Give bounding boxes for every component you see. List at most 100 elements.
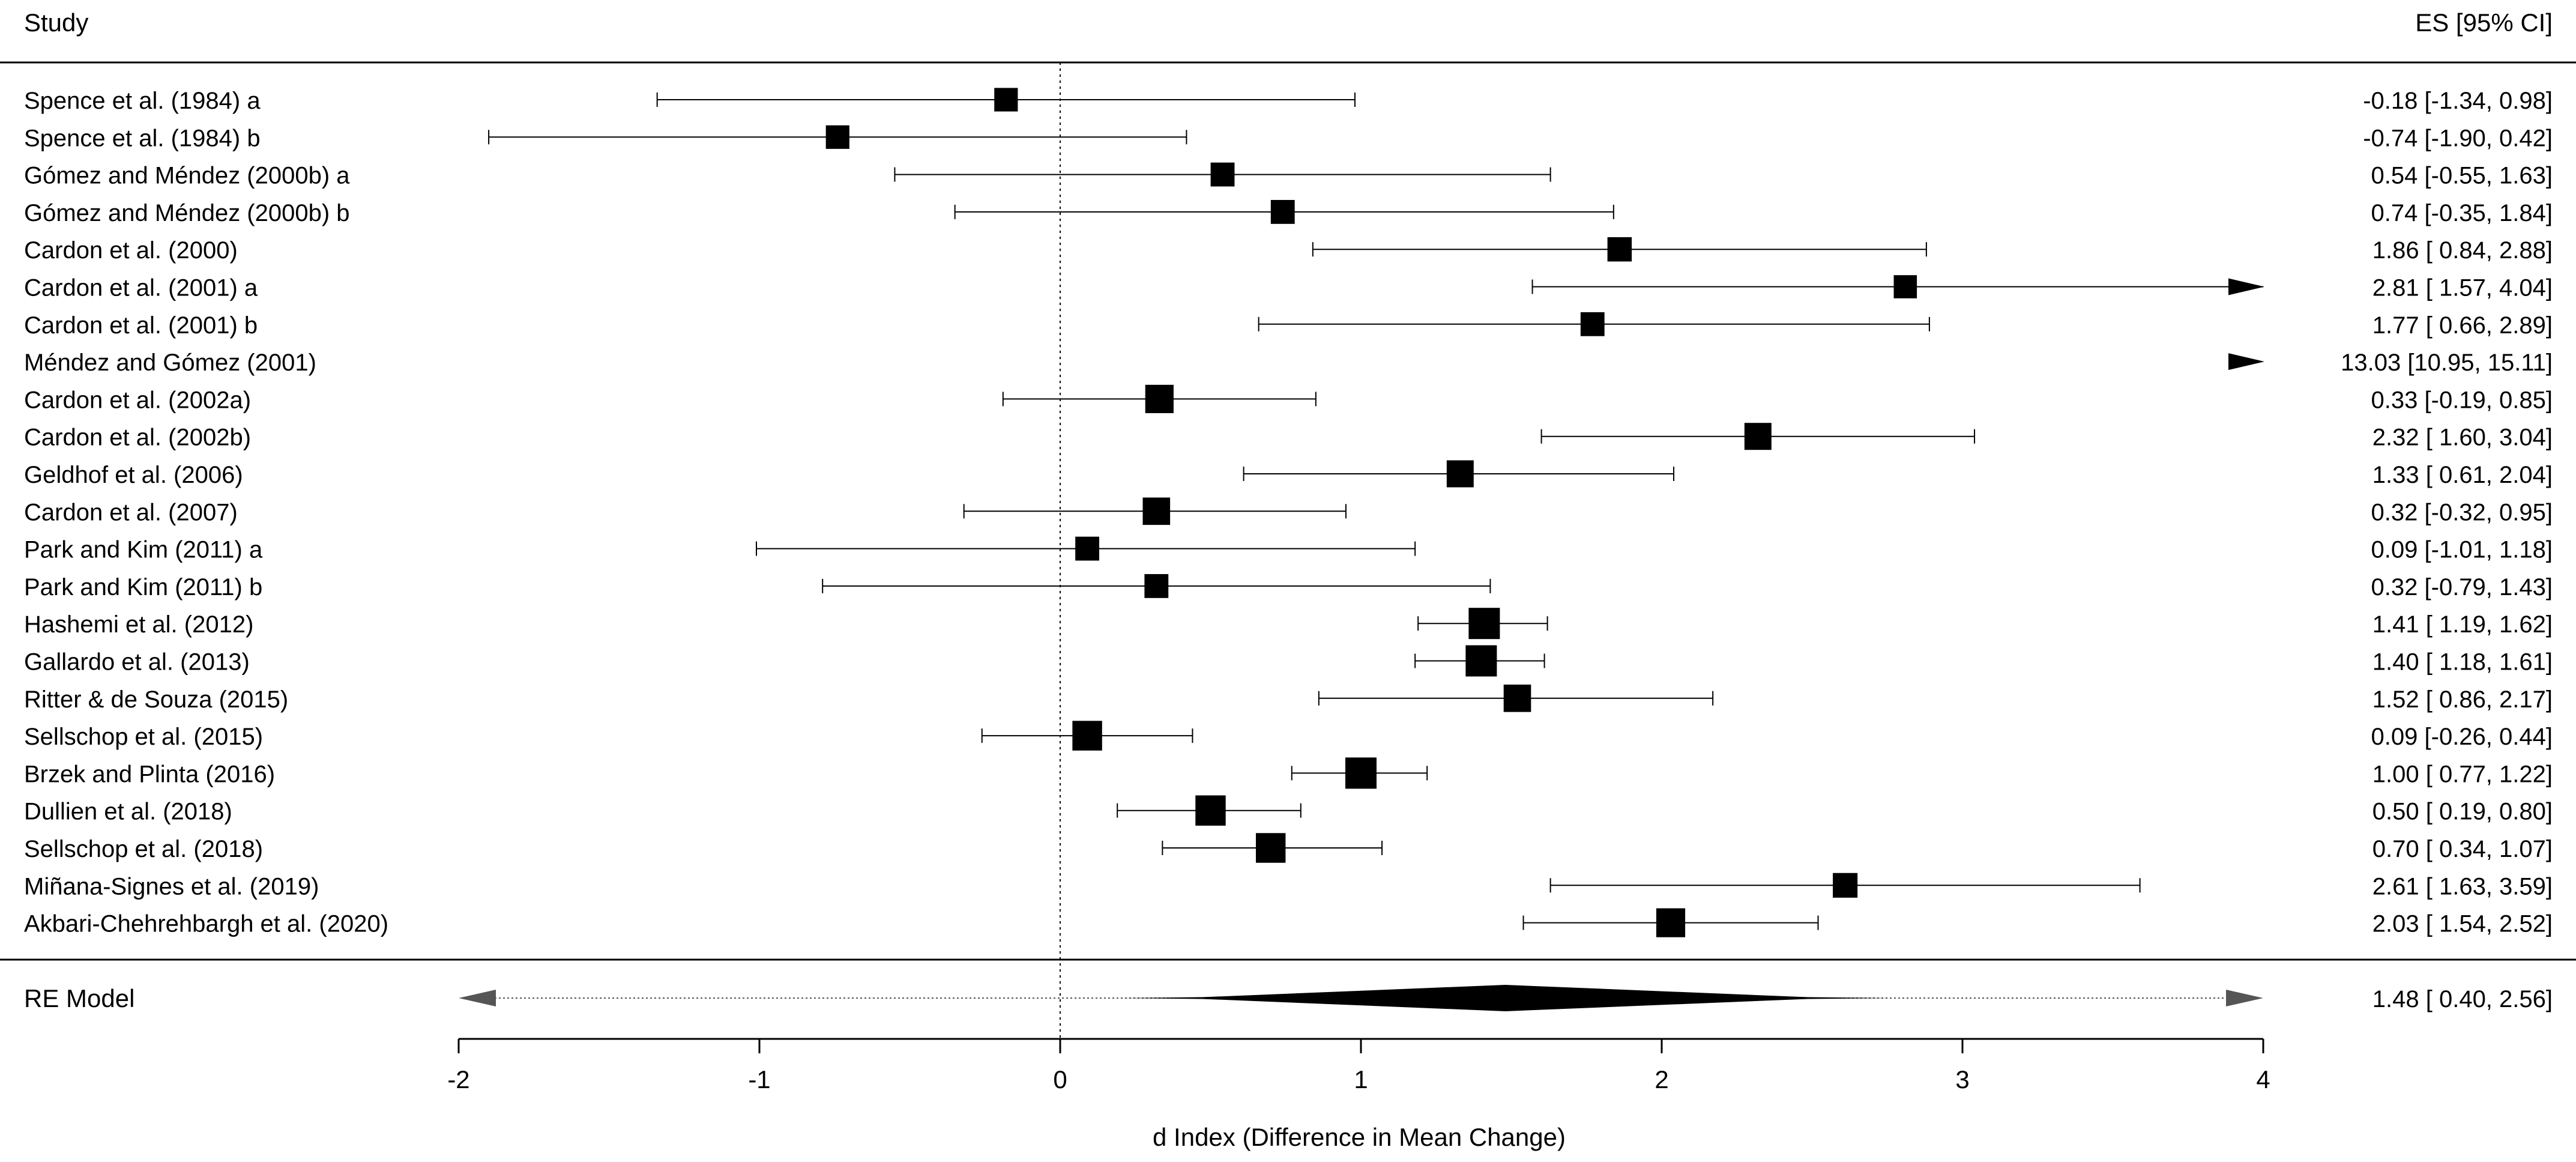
effect-square xyxy=(1503,685,1531,712)
study-es-ci: 1.77 [ 0.66, 2.89] xyxy=(2372,312,2553,339)
study-es-ci: 1.40 [ 1.18, 1.61] xyxy=(2372,649,2553,676)
study-rows: Spence et al. (1984) a -0.18 [-1.34, 0.98… xyxy=(24,88,2553,937)
study-es-ci: 1.86 [ 0.84, 2.88] xyxy=(2372,237,2553,264)
x-tick-label: -1 xyxy=(748,1065,770,1094)
x-tick-label: 0 xyxy=(1053,1065,1067,1094)
study-label: Geldhof et al. (2006) xyxy=(24,462,243,488)
ci-arrow-right xyxy=(2228,353,2264,371)
effect-square xyxy=(1195,795,1226,826)
study-row: Cardon et al. (2002a) 0.33 [-0.19, 0.85] xyxy=(24,384,2553,413)
study-label: Ritter & de Souza (2015) xyxy=(24,686,288,713)
effect-square xyxy=(1255,833,1286,863)
study-row: Spence et al. (1984) a -0.18 [-1.34, 0.98… xyxy=(24,88,2553,114)
study-es-ci: 0.70 [ 0.34, 1.07] xyxy=(2372,836,2553,862)
effect-square xyxy=(1145,384,1174,413)
effect-square xyxy=(1345,757,1377,789)
study-label: Cardon et al. (2000) xyxy=(24,237,238,264)
study-es-ci: 0.33 [-0.19, 0.85] xyxy=(2371,387,2553,413)
study-label: Akbari-Chehrehbargh et al. (2020) xyxy=(24,911,388,937)
study-es-ci: 2.32 [ 1.60, 3.04] xyxy=(2372,425,2553,451)
study-row: Dullien et al. (2018) 0.50 [ 0.19, 0.80] xyxy=(24,795,2553,826)
x-tick-label: 4 xyxy=(2256,1065,2270,1094)
x-tick-label: 2 xyxy=(1654,1065,1668,1094)
study-label: Miñana-Signes et al. (2019) xyxy=(24,873,319,900)
study-label: Dullien et al. (2018) xyxy=(24,799,232,825)
summary-diamond xyxy=(1180,985,1830,1011)
summary-label: RE Model xyxy=(24,984,134,1012)
summary-es-ci: 1.48 [ 0.40, 2.56] xyxy=(2372,986,2553,1012)
study-row: Sellschop et al. (2015) 0.09 [-0.26, 0.44… xyxy=(24,721,2553,751)
effect-square xyxy=(1833,873,1858,898)
x-axis-label: d Index (Difference in Mean Change) xyxy=(1153,1123,1566,1151)
x-axis: -2 -1 0 1 2 3 4 xyxy=(447,1038,2270,1094)
header-study: Study xyxy=(24,8,88,37)
study-label: Sellschop et al. (2018) xyxy=(24,836,263,862)
x-tick-label: 3 xyxy=(1955,1065,1969,1094)
study-es-ci: 2.61 [ 1.63, 3.59] xyxy=(2372,873,2553,900)
effect-square xyxy=(1210,162,1235,187)
effect-square xyxy=(1580,312,1605,336)
study-row: Ritter & de Souza (2015) 1.52 [ 0.86, 2.1… xyxy=(24,685,2553,713)
effect-square xyxy=(1607,237,1632,262)
ci-arrow-right xyxy=(2228,278,2264,295)
effect-square xyxy=(1893,275,1917,298)
study-row: Brzek and Plinta (2016) 1.00 [ 0.77, 1.22… xyxy=(24,757,2553,789)
study-row: Park and Kim (2011) a 0.09 [-1.01, 1.18] xyxy=(24,537,2553,563)
study-es-ci: 13.03 [10.95, 15.11] xyxy=(2341,350,2553,376)
study-label: Spence et al. (1984) a xyxy=(24,88,261,114)
study-label: Cardon et al. (2002a) xyxy=(24,387,251,413)
effect-square xyxy=(1270,199,1295,224)
study-row: Cardon et al. (2001) a 2.81 [ 1.57, 4.04] xyxy=(24,275,2553,301)
study-label: Gallardo et al. (2013) xyxy=(24,649,250,676)
effect-square xyxy=(1142,497,1171,525)
study-row: Miñana-Signes et al. (2019) 2.61 [ 1.63, … xyxy=(24,873,2553,900)
study-label: Sellschop et al. (2015) xyxy=(24,724,263,750)
study-label: Méndez and Gómez (2001) xyxy=(24,350,316,376)
study-es-ci: 0.09 [-0.26, 0.44] xyxy=(2371,724,2553,750)
study-es-ci: 1.52 [ 0.86, 2.17] xyxy=(2372,686,2553,713)
study-label: Gómez and Méndez (2000b) a xyxy=(24,163,350,189)
summary-row: RE Model 1.48 [ 0.40, 2.56] xyxy=(24,984,2553,1012)
effect-square xyxy=(994,88,1018,112)
study-row: Gómez and Méndez (2000b) a 0.54 [-0.55, 1… xyxy=(24,163,2553,189)
study-es-ci: 2.81 [ 1.57, 4.04] xyxy=(2372,275,2553,301)
study-label: Cardon et al. (2002b) xyxy=(24,425,251,451)
study-row: Spence et al. (1984) b -0.74 [-1.90, 0.42… xyxy=(24,125,2553,151)
effect-square xyxy=(1744,423,1772,450)
study-row: Geldhof et al. (2006) 1.33 [ 0.61, 2.04] xyxy=(24,460,2553,488)
study-row: Gómez and Méndez (2000b) b 0.74 [-0.35, 1… xyxy=(24,200,2553,226)
study-es-ci: 2.03 [ 1.54, 2.52] xyxy=(2372,911,2553,937)
study-es-ci: 0.50 [ 0.19, 0.80] xyxy=(2372,799,2553,825)
study-label: Brzek and Plinta (2016) xyxy=(24,761,275,787)
study-es-ci: -0.18 [-1.34, 0.98] xyxy=(2363,88,2553,114)
x-tick-label: 1 xyxy=(1354,1065,1368,1094)
header-es-ci: ES [95% CI] xyxy=(2415,8,2553,37)
study-row: Gallardo et al. (2013) 1.40 [ 1.18, 1.61] xyxy=(24,645,2553,677)
effect-square xyxy=(1072,721,1102,751)
study-row: Cardon et al. (2007) 0.32 [-0.32, 0.95] xyxy=(24,497,2553,525)
effect-square xyxy=(1446,460,1474,488)
effect-square xyxy=(1465,645,1497,677)
study-es-ci: 1.41 [ 1.19, 1.62] xyxy=(2372,611,2553,638)
study-es-ci: 1.00 [ 0.77, 1.22] xyxy=(2372,761,2553,787)
effect-square xyxy=(1468,608,1500,640)
pi-arrow-right xyxy=(2226,990,2263,1006)
study-label: Cardon et al. (2007) xyxy=(24,499,238,525)
study-es-ci: 0.54 [-0.55, 1.63] xyxy=(2371,163,2553,189)
study-row: Park and Kim (2011) b 0.32 [-0.79, 1.43] xyxy=(24,574,2553,601)
pi-arrow-left xyxy=(459,990,496,1006)
effect-square xyxy=(1656,908,1686,937)
study-es-ci: 1.33 [ 0.61, 2.04] xyxy=(2372,462,2553,488)
effect-square xyxy=(1075,536,1100,561)
study-row: Cardon et al. (2002b) 2.32 [ 1.60, 3.04] xyxy=(24,423,2553,451)
study-row: Méndez and Gómez (2001) 13.03 [10.95, 15.… xyxy=(24,350,2553,376)
study-row: Cardon et al. (2001) b 1.77 [ 0.66, 2.89] xyxy=(24,312,2553,339)
study-label: Hashemi et al. (2012) xyxy=(24,611,253,638)
study-label: Park and Kim (2011) b xyxy=(24,574,262,601)
study-label: Cardon et al. (2001) b xyxy=(24,312,258,339)
study-row: Akbari-Chehrehbargh et al. (2020) 2.03 [ … xyxy=(24,908,2553,937)
study-es-ci: 0.74 [-0.35, 1.84] xyxy=(2371,200,2553,226)
study-label: Cardon et al. (2001) a xyxy=(24,275,258,301)
effect-square xyxy=(1144,573,1169,598)
